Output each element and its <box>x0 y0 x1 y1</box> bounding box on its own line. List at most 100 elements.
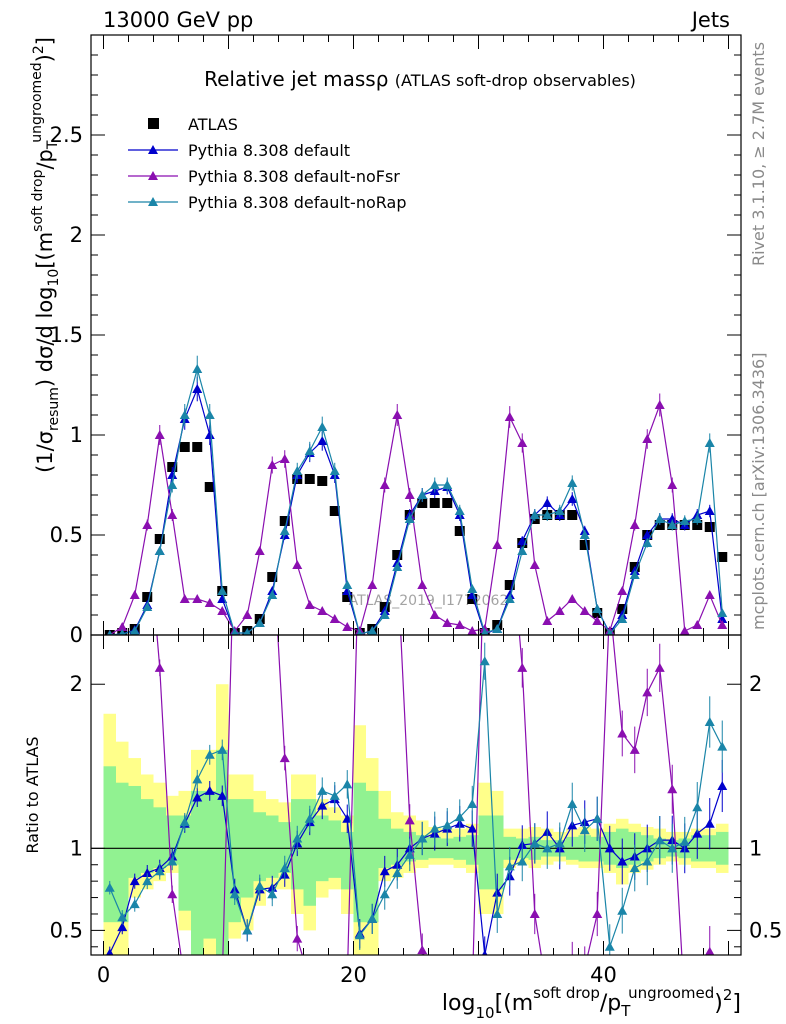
series-point <box>204 598 215 607</box>
series-point <box>567 478 578 487</box>
series-point <box>367 626 378 635</box>
ratio-point <box>279 753 290 763</box>
ratio-y-tick-label-right: 0.5 <box>749 918 782 942</box>
series-point <box>279 454 290 463</box>
series-point <box>454 506 465 515</box>
ratio-point <box>480 515 490 524</box>
series-point <box>442 480 453 489</box>
ratio-y-tick-label: 0.5 <box>50 918 83 942</box>
series-point <box>317 606 328 615</box>
series-point <box>417 490 428 499</box>
legend-marker <box>148 145 158 154</box>
ratio-point <box>617 856 628 866</box>
series-point <box>504 594 515 603</box>
series-point <box>342 622 353 631</box>
ratio-point <box>617 905 628 915</box>
series-point <box>154 546 165 555</box>
ratio-point <box>129 899 140 909</box>
ratio-point <box>680 1001 690 1010</box>
atlas-point <box>429 498 440 508</box>
atlas-point <box>654 520 665 530</box>
ratio-point <box>317 981 327 990</box>
atlas-point <box>317 476 328 486</box>
ratio-point <box>317 785 328 795</box>
band-green <box>178 815 191 911</box>
ratio-point <box>704 818 715 828</box>
band-green <box>253 812 266 882</box>
series-point <box>292 466 303 475</box>
series-point <box>579 530 590 539</box>
y-tick-label: 2.5 <box>50 123 83 147</box>
series-point <box>517 438 528 447</box>
ratio-point <box>142 867 153 877</box>
series-point <box>254 618 265 627</box>
header-analysis: Jets <box>691 8 730 32</box>
series-point <box>304 446 315 455</box>
atlas-point <box>392 550 403 560</box>
ratio-point <box>167 856 178 866</box>
series-point <box>292 560 303 569</box>
series-point <box>129 590 140 599</box>
series-point <box>517 546 528 555</box>
series-point <box>704 590 715 599</box>
series-point <box>317 436 328 445</box>
series-point <box>404 514 415 523</box>
series-point <box>317 422 328 431</box>
ratio-point <box>242 515 252 524</box>
ratio-point <box>205 975 215 984</box>
y-tick-label: 1 <box>70 423 83 447</box>
ratio-point <box>192 976 202 985</box>
atlas-point <box>154 534 165 544</box>
series-point <box>392 410 403 419</box>
series-point <box>217 606 228 615</box>
ratio-point <box>479 656 490 666</box>
ratio-point <box>492 908 503 918</box>
series-point <box>242 610 253 619</box>
ratio-point <box>167 889 178 899</box>
ratio-point <box>605 597 615 606</box>
series-point <box>179 410 190 419</box>
atlas-point <box>329 506 340 516</box>
atlas-point <box>617 604 628 614</box>
series-point <box>142 520 153 529</box>
ratio-point <box>567 958 577 967</box>
series-point <box>167 510 178 519</box>
series-point <box>454 620 465 629</box>
ratio-line <box>156 635 712 955</box>
text-layer: 00.511.522.50.5 0.51 12 20 20 40log10[(msoft … <box>23 37 782 1022</box>
ratio-point <box>504 861 515 871</box>
series-point <box>667 520 678 529</box>
ratio-point <box>367 515 377 524</box>
ratio-point <box>404 815 415 825</box>
series-point <box>106 630 113 635</box>
ratio-point <box>529 908 540 918</box>
ratio-y-tick-label-right: 1 <box>749 836 762 860</box>
ratio-point <box>442 820 453 830</box>
ratio-point <box>292 933 303 943</box>
atlas-point <box>454 526 465 536</box>
series-point <box>504 412 515 421</box>
series-point <box>480 628 489 635</box>
main-panel: ATLAS_2019_I1772062 <box>104 355 728 635</box>
series-point <box>606 629 614 635</box>
series-point <box>192 384 203 393</box>
series-point <box>356 629 364 635</box>
ratio-point <box>667 843 678 853</box>
series-point <box>554 506 565 515</box>
header-process: 13000 GeV pp <box>103 8 254 32</box>
band-green <box>378 818 391 869</box>
legend-label: ATLAS <box>188 115 238 134</box>
ratio-point <box>367 913 378 923</box>
series-point <box>542 510 553 519</box>
series-point <box>492 540 503 549</box>
legend-label: Pythia 8.308 default-noFsr <box>188 167 400 186</box>
atlas-point <box>267 572 278 582</box>
series-point <box>529 510 540 519</box>
ratio-point <box>106 948 114 955</box>
ratio-point <box>617 728 628 738</box>
ratio-point <box>604 941 615 951</box>
series-point <box>217 586 228 595</box>
ratio-point <box>692 828 703 838</box>
series-point <box>617 614 628 623</box>
series-point <box>567 594 578 603</box>
